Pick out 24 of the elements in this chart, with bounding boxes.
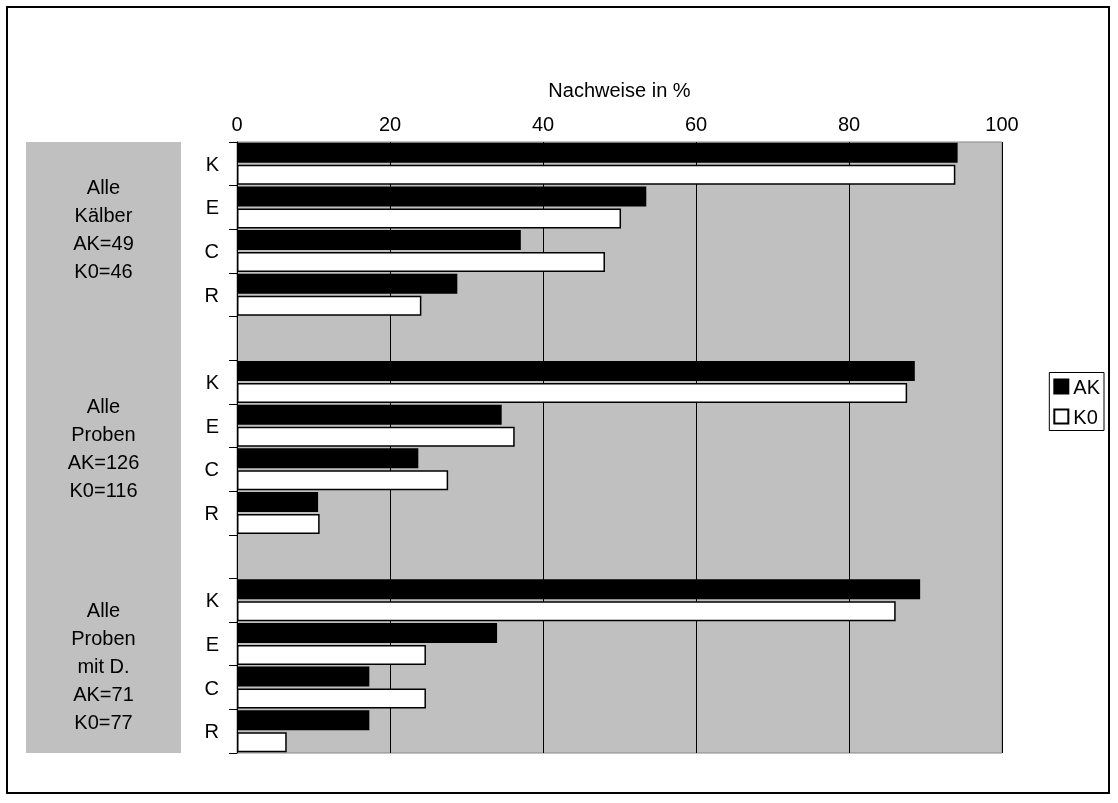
x-tick-label: 0 [231, 113, 243, 135]
y-tick-label: K [205, 152, 220, 175]
text: Alle Proben AK=126 K0=116 [66, 393, 141, 503]
y-tick-label: E [205, 414, 219, 437]
x-tick-label: 100 [985, 113, 1019, 135]
x-tick-label: 40 [531, 113, 555, 135]
y-tick-label: K [205, 371, 220, 394]
x-tick-label: 20 [378, 113, 402, 135]
y-tick-label: R [204, 720, 219, 743]
x-tick-label: 60 [684, 113, 708, 135]
y-tick-label: R [204, 501, 219, 524]
y-tick-label: C [204, 676, 219, 699]
text: Alle Kälber AK=49 K0=46 [72, 175, 135, 285]
x-tick-label: 80 [837, 113, 861, 135]
y-tick-label: E [205, 632, 219, 655]
y-tick-label: R [204, 283, 219, 306]
y-tick-label: K [205, 589, 220, 612]
legend-label: AK [1073, 375, 1101, 398]
y-tick-label: C [204, 458, 219, 481]
text: Alle Proben mit D. AK=71 K0=77 [70, 597, 137, 735]
x-axis-title: Nachweise in % [548, 79, 691, 101]
y-tick-label: C [204, 240, 219, 263]
y-tick-label: E [205, 196, 219, 219]
legend-label: K0 [1073, 405, 1098, 428]
